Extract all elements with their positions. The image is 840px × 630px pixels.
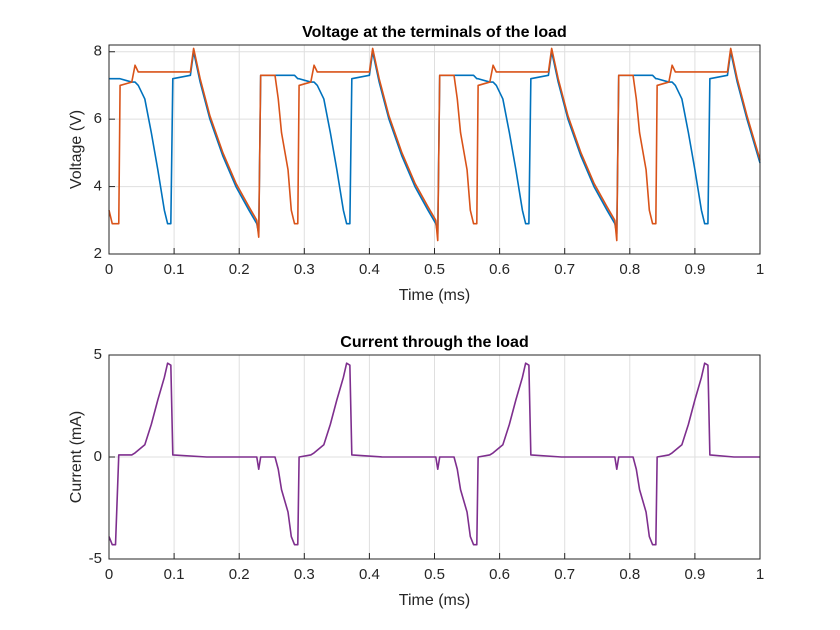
x-tick-label: 0.4 — [359, 566, 380, 583]
x-tick-label: 0.7 — [554, 566, 575, 583]
x-tick-label: 0.3 — [294, 566, 315, 583]
x-tick-label: 0.6 — [489, 261, 510, 278]
x-axis-label: Time (ms) — [399, 592, 470, 609]
x-tick-label: 1 — [756, 261, 764, 278]
x-tick-label: 0.5 — [424, 261, 445, 278]
y-tick-label: 8 — [94, 43, 102, 60]
x-tick-label: 0 — [105, 261, 113, 278]
x-tick-label: 1 — [756, 566, 764, 583]
chart-title: Current through the load — [340, 334, 528, 351]
x-tick-label: 0 — [105, 566, 113, 583]
axes-box — [108, 44, 761, 255]
y-tick-label: 4 — [94, 178, 102, 195]
x-axis-label: Time (ms) — [399, 287, 470, 304]
x-tick-label: 0.8 — [619, 261, 640, 278]
data-line — [108, 47, 761, 242]
x-tick-label: 0.8 — [619, 566, 640, 583]
data-line — [108, 362, 760, 546]
y-axis-label: Voltage (V) — [68, 110, 85, 189]
axes-box — [108, 354, 761, 560]
y-tick-label: 6 — [94, 110, 102, 127]
x-tick-label: 0.5 — [424, 566, 445, 583]
x-tick-label: 0.4 — [359, 261, 380, 278]
y-tick-label: 5 — [94, 346, 102, 363]
x-tick-label: 0.3 — [294, 261, 315, 278]
x-tick-label: 0.2 — [229, 261, 250, 278]
x-tick-label: 0.2 — [229, 566, 250, 583]
x-tick-label: 0.9 — [684, 566, 705, 583]
chart-title: Voltage at the terminals of the load — [302, 24, 567, 41]
y-tick-label: 0 — [94, 448, 102, 465]
x-tick-label: 0.1 — [164, 261, 185, 278]
x-tick-label: 0.9 — [684, 261, 705, 278]
y-axis-label: Current (mA) — [68, 411, 85, 503]
y-tick-label: 2 — [94, 245, 102, 262]
x-tick-label: 0.7 — [554, 261, 575, 278]
x-tick-label: 0.6 — [489, 566, 510, 583]
x-tick-label: 0.1 — [164, 566, 185, 583]
y-tick-label: -5 — [89, 550, 102, 567]
